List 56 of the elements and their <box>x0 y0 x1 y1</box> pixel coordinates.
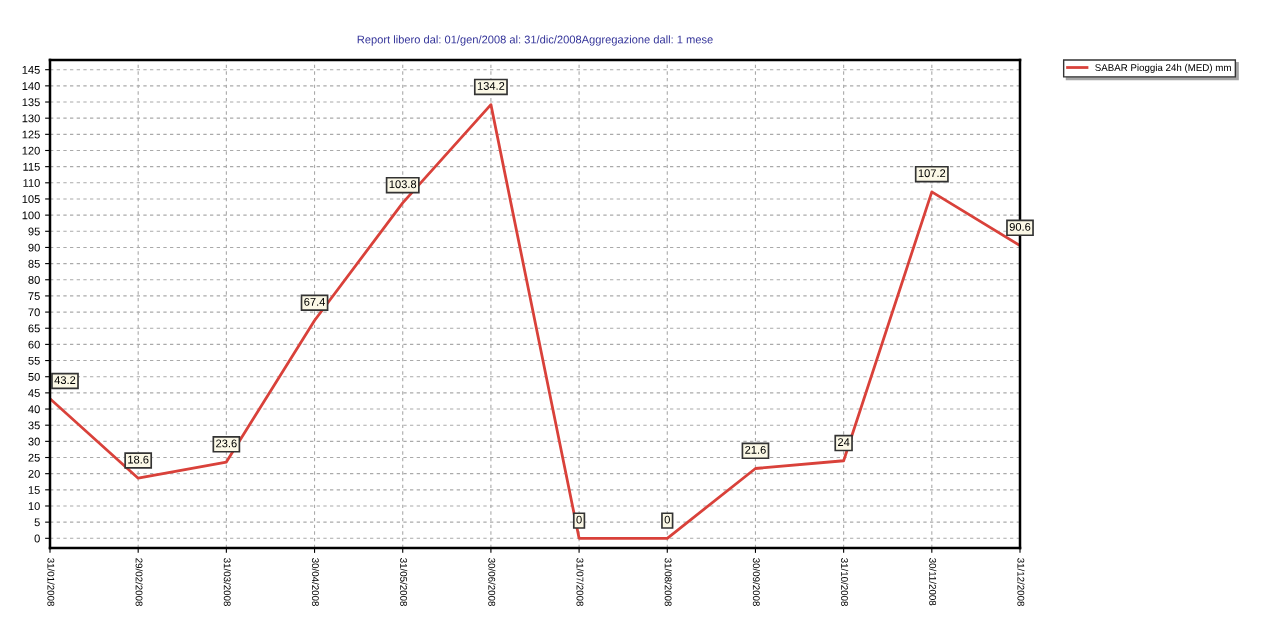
data-label: 43.2 <box>54 376 76 384</box>
data-label: 90.6 <box>1009 222 1031 231</box>
y-tick-label: 5 <box>34 518 40 527</box>
data-label: 107.2 <box>918 169 946 178</box>
y-tick-label: 145 <box>22 66 40 74</box>
data-label: 134.2 <box>477 82 505 90</box>
y-tick-label: 60 <box>28 340 40 349</box>
x-tick-label: 31/12/2008 <box>1017 558 1025 606</box>
data-label: 0 <box>576 515 582 524</box>
y-tick-label: 90 <box>28 243 40 252</box>
legend-label: SABAR Pioggia 24h (MED) mm <box>1095 63 1231 73</box>
y-tick-label: 40 <box>28 405 40 414</box>
y-tick-label: 105 <box>22 195 40 204</box>
y-tick-label: 65 <box>28 324 40 333</box>
data-label: 103.8 <box>389 180 417 189</box>
data-label: 23.6 <box>216 439 237 448</box>
data-label: 24 <box>838 438 850 446</box>
y-tick-label: 45 <box>28 389 40 398</box>
x-tick-label: 30/06/2008 <box>488 558 496 606</box>
y-tick-label: 115 <box>23 163 40 171</box>
y-tick-label: 100 <box>22 211 40 220</box>
x-tick-label: 30/04/2008 <box>311 558 320 606</box>
y-tick-label: 35 <box>28 421 40 430</box>
x-tick-label: 31/08/2008 <box>664 558 672 606</box>
y-tick-label: 125 <box>22 130 40 139</box>
chart-title: Report libero dal: 01/gen/2008 al: 31/dic/2008Aggregazione dall: 1 mese <box>357 35 713 46</box>
x-tick-label: 30/11/2008 <box>929 558 937 606</box>
y-tick-label: 85 <box>28 259 40 268</box>
y-tick-label: 55 <box>28 356 40 365</box>
y-tick-label: 10 <box>28 502 40 511</box>
data-label: 21.6 <box>745 445 766 454</box>
data-label: 67.4 <box>304 297 326 306</box>
y-tick-label: 80 <box>28 276 40 284</box>
x-tick-label: 31/05/2008 <box>400 558 408 606</box>
y-tick-label: 120 <box>22 146 40 155</box>
x-tick-label: 31/10/2008 <box>841 558 849 606</box>
y-tick-label: 130 <box>22 114 40 123</box>
x-tick-label: 30/09/2008 <box>752 558 760 606</box>
y-tick-label: 95 <box>28 227 40 236</box>
x-tick-label: 31/03/2008 <box>223 558 231 606</box>
y-tick-label: 15 <box>28 486 40 494</box>
y-tick-label: 50 <box>28 372 40 381</box>
y-tick-label: 110 <box>23 179 40 187</box>
y-tick-label: 70 <box>28 308 40 317</box>
y-tick-label: 140 <box>22 82 40 90</box>
y-tick-label: 25 <box>28 453 40 462</box>
y-tick-label: 30 <box>28 437 40 446</box>
x-tick-label: 31/01/2008 <box>47 558 55 606</box>
x-tick-label: 29/02/2008 <box>135 558 143 606</box>
x-tick-label: 31/07/2008 <box>576 558 584 606</box>
y-tick-label: 135 <box>22 98 40 107</box>
y-tick-label: 20 <box>28 469 40 478</box>
y-tick-label: 0 <box>34 534 40 543</box>
data-label: 18.6 <box>128 455 149 464</box>
y-tick-label: 75 <box>28 292 40 301</box>
data-label: 0 <box>664 515 670 524</box>
